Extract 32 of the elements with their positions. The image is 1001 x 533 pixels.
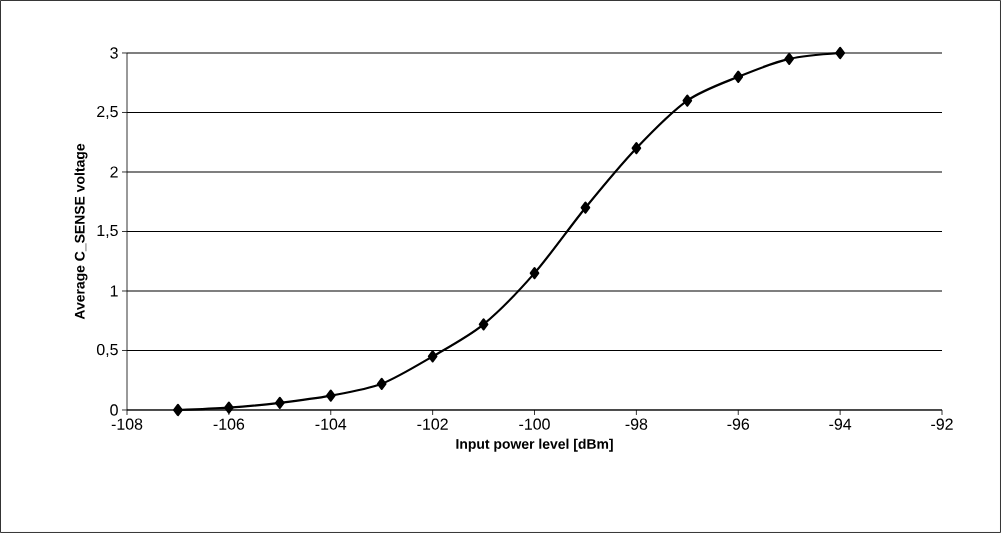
point	[325, 389, 336, 402]
point	[173, 403, 183, 417]
point	[224, 401, 234, 414]
x-tick-label: -98	[625, 418, 648, 430]
y-tick-label: 1	[110, 285, 118, 297]
y-tick-label: 0,5	[96, 343, 118, 358]
x-tick-label: -106	[213, 418, 245, 430]
point	[580, 201, 591, 214]
point	[682, 94, 693, 107]
x-axis-title: Input power level [dBm]	[456, 438, 613, 452]
y-axis-title: Average C_SENSE voltage	[74, 143, 88, 320]
x-tick-label: -96	[727, 418, 750, 430]
x-tick-label: -102	[417, 418, 448, 430]
point	[274, 396, 285, 409]
y-tick-label: 1,5	[97, 224, 118, 238]
point	[784, 52, 795, 66]
x-tick-label: -100	[519, 418, 550, 430]
point	[427, 350, 438, 363]
x-tick-label: -104	[315, 418, 347, 430]
x-tick-label: -92	[931, 418, 953, 430]
point	[376, 377, 387, 390]
y-tick-label: 2,5	[97, 105, 118, 120]
point	[478, 318, 489, 331]
point	[835, 46, 845, 60]
point	[733, 70, 744, 83]
y-tick-label: 0	[110, 404, 118, 416]
y-tick-label: 3	[110, 47, 118, 59]
point	[631, 142, 642, 155]
y-tick-label: 2	[110, 166, 118, 178]
x-tick-label: -94	[829, 418, 852, 430]
x-tick-label: -108	[111, 418, 143, 430]
point	[529, 267, 540, 280]
